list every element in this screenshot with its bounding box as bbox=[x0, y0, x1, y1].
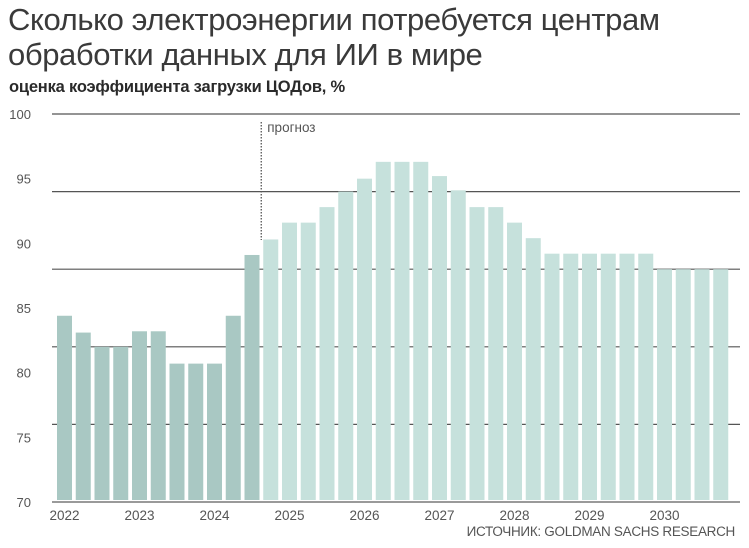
x-tick-label: 2023 bbox=[124, 508, 154, 523]
bar bbox=[675, 269, 691, 500]
x-tick-label: 2024 bbox=[199, 508, 230, 523]
bar bbox=[375, 161, 391, 500]
bar bbox=[432, 176, 447, 500]
bar bbox=[75, 332, 91, 500]
bar bbox=[694, 269, 710, 500]
bar bbox=[525, 238, 541, 500]
bar bbox=[113, 346, 129, 500]
forecast-label: прогноз bbox=[267, 120, 315, 135]
y-tick-label: 95 bbox=[17, 172, 31, 187]
bar bbox=[169, 363, 185, 500]
bar bbox=[413, 161, 429, 500]
bar bbox=[338, 191, 354, 500]
bar bbox=[94, 346, 110, 500]
y-tick-label: 90 bbox=[17, 236, 31, 251]
bar bbox=[469, 207, 485, 500]
bar bbox=[319, 207, 335, 500]
bar bbox=[544, 253, 560, 500]
x-tick-label: 2029 bbox=[574, 508, 604, 523]
x-tick-label: 2026 bbox=[349, 508, 379, 523]
bar bbox=[57, 315, 72, 500]
bar bbox=[638, 253, 654, 500]
bar bbox=[207, 363, 222, 500]
bar bbox=[713, 269, 729, 500]
bar bbox=[657, 269, 672, 500]
bar bbox=[282, 222, 297, 500]
bar bbox=[132, 331, 147, 500]
y-tick-label: 85 bbox=[17, 301, 31, 316]
y-tick-label: 75 bbox=[17, 430, 31, 445]
bar bbox=[450, 190, 466, 500]
bar bbox=[394, 161, 410, 500]
bar bbox=[244, 254, 260, 500]
x-tick-label: 2027 bbox=[424, 508, 454, 523]
bar bbox=[263, 239, 279, 500]
bar bbox=[488, 207, 504, 500]
bar bbox=[507, 222, 522, 500]
bar bbox=[357, 178, 372, 500]
x-tick-label: 2022 bbox=[49, 508, 79, 523]
y-tick-label: 70 bbox=[17, 495, 31, 510]
bar bbox=[600, 253, 616, 500]
bar bbox=[225, 315, 241, 500]
source-note: ИСТОЧНИК: GOLDMAN SACHS RESEARCH bbox=[466, 524, 736, 539]
x-tick-label: 2028 bbox=[499, 508, 529, 523]
bar bbox=[150, 331, 166, 500]
chart-subtitle: оценка коэффициента загрузки ЦОДов, % bbox=[9, 78, 346, 96]
bar bbox=[582, 253, 597, 500]
bar bbox=[188, 363, 204, 500]
chart-title: Сколько электроэнергии потребуется центр… bbox=[8, 2, 660, 72]
bar bbox=[563, 253, 579, 500]
y-tick-label: 80 bbox=[17, 366, 31, 381]
x-tick-label: 2030 bbox=[649, 508, 679, 523]
bar bbox=[300, 222, 316, 500]
bar bbox=[619, 253, 635, 500]
x-tick-label: 2025 bbox=[274, 508, 304, 523]
y-tick-label: 100 bbox=[9, 107, 31, 122]
